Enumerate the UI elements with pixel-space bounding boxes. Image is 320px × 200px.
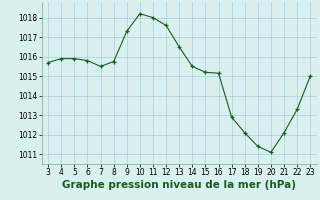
X-axis label: Graphe pression niveau de la mer (hPa): Graphe pression niveau de la mer (hPa) [62, 180, 296, 190]
